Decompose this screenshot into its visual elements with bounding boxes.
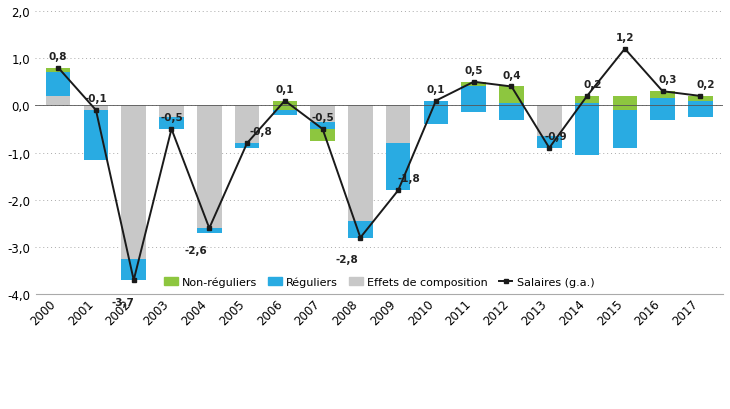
Text: 0,8: 0,8 xyxy=(49,52,67,61)
Bar xyxy=(650,92,675,99)
Bar xyxy=(423,106,448,125)
Legend: Non-réguliers, Réguliers, Effets de composition, Salaires (g.a.): Non-réguliers, Réguliers, Effets de comp… xyxy=(160,272,599,292)
Bar xyxy=(159,118,184,130)
Text: -3,7: -3,7 xyxy=(111,297,134,307)
Text: 0,2: 0,2 xyxy=(583,80,602,90)
Bar xyxy=(461,83,486,87)
Text: 0,4: 0,4 xyxy=(502,70,520,80)
Bar xyxy=(197,106,222,233)
Bar xyxy=(348,222,373,238)
Bar xyxy=(310,106,335,123)
Bar xyxy=(612,97,637,111)
Text: -1,8: -1,8 xyxy=(398,174,420,184)
Bar xyxy=(386,106,410,144)
Text: 0,5: 0,5 xyxy=(464,66,483,76)
Text: 0,3: 0,3 xyxy=(659,75,677,85)
Text: 0,1: 0,1 xyxy=(276,85,294,94)
Bar xyxy=(235,106,259,148)
Text: 0,2: 0,2 xyxy=(696,80,715,90)
Bar xyxy=(688,101,712,118)
Bar xyxy=(272,111,297,115)
Bar xyxy=(537,106,561,137)
Bar xyxy=(537,137,561,148)
Bar xyxy=(423,101,448,125)
Text: -0,5: -0,5 xyxy=(311,113,334,123)
Text: -2,6: -2,6 xyxy=(184,245,207,255)
Bar xyxy=(612,106,637,148)
Bar xyxy=(499,104,524,120)
Text: -0,9: -0,9 xyxy=(545,132,567,142)
Bar xyxy=(461,87,486,113)
Bar xyxy=(121,259,146,280)
Bar xyxy=(46,73,70,97)
Bar xyxy=(310,130,335,142)
Bar xyxy=(386,144,410,191)
Bar xyxy=(499,106,524,120)
Bar xyxy=(272,101,297,111)
Text: -0,5: -0,5 xyxy=(160,113,183,123)
Bar xyxy=(650,99,675,120)
Bar xyxy=(197,229,222,233)
Bar xyxy=(121,106,146,259)
Bar xyxy=(310,123,335,142)
Bar xyxy=(159,106,184,118)
Bar xyxy=(650,106,675,120)
Bar xyxy=(84,106,108,160)
Bar xyxy=(272,106,297,115)
Bar xyxy=(575,106,599,155)
Bar xyxy=(235,144,259,148)
Text: -0,1: -0,1 xyxy=(85,94,107,104)
Bar xyxy=(461,106,486,113)
Bar xyxy=(612,111,637,148)
Text: 0,1: 0,1 xyxy=(427,85,445,94)
Text: -0,8: -0,8 xyxy=(250,127,272,137)
Bar xyxy=(499,87,524,104)
Bar xyxy=(688,106,712,118)
Bar xyxy=(348,106,373,222)
Bar xyxy=(575,97,599,104)
Bar xyxy=(46,97,70,106)
Bar xyxy=(575,104,599,155)
Bar xyxy=(46,68,70,73)
Text: -2,8: -2,8 xyxy=(335,254,358,265)
Text: 1,2: 1,2 xyxy=(615,33,634,43)
Bar xyxy=(84,111,108,160)
Bar xyxy=(688,97,712,101)
